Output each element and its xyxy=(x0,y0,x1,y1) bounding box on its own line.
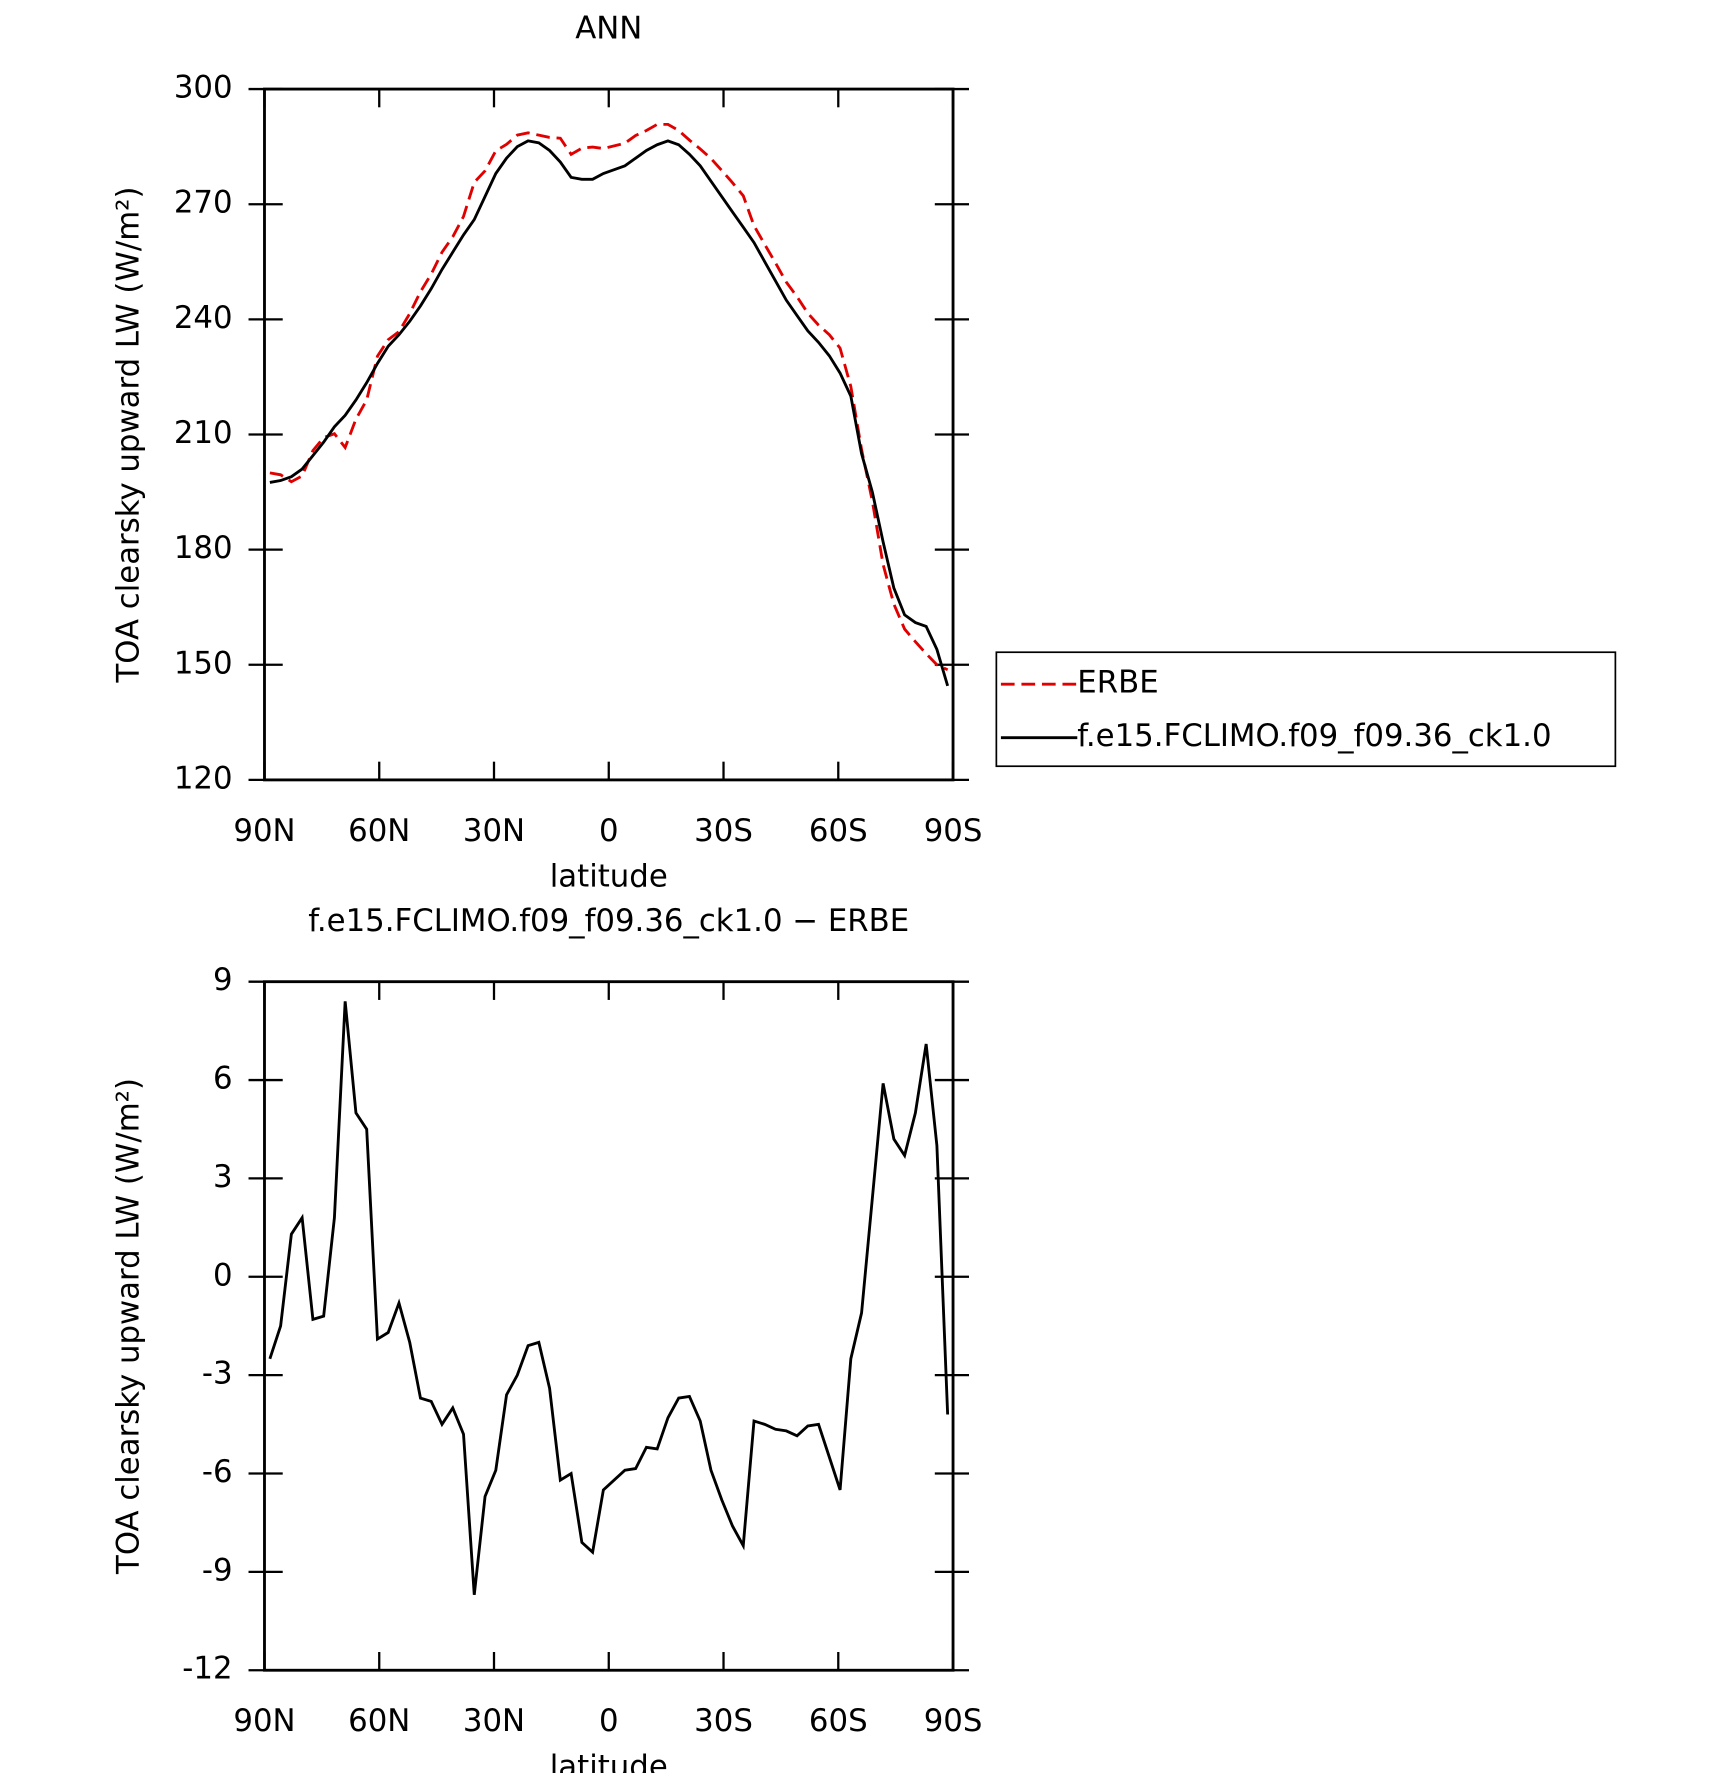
plot-frame xyxy=(263,87,955,782)
x-tick-label: 90N xyxy=(233,813,295,849)
data-line xyxy=(269,122,949,672)
chart-title: ANN xyxy=(575,10,642,46)
x-tick-label: 90S xyxy=(924,1703,983,1739)
x-axis-title: latitude xyxy=(550,1749,668,1773)
y-axis-title: TOA clearsky upward LW (W/m²) xyxy=(110,186,146,683)
y-tick-label: 150 xyxy=(174,645,233,681)
y-tick-label: 270 xyxy=(174,185,233,221)
x-axis-title: latitude xyxy=(550,858,668,894)
x-tick-label: 90N xyxy=(233,1703,295,1739)
plot-frame xyxy=(263,980,955,1672)
y-tick-label: 210 xyxy=(174,415,233,451)
x-tick-label: 60N xyxy=(348,1703,410,1739)
y-tick-label: -9 xyxy=(202,1552,233,1588)
y-tick-label: 6 xyxy=(213,1061,233,1097)
y-tick-label: -12 xyxy=(182,1651,232,1687)
y-axis-title: TOA clearsky upward LW (W/m²) xyxy=(110,1078,146,1575)
data-line xyxy=(268,1001,950,1595)
y-tick-label: -6 xyxy=(202,1454,233,1490)
x-tick-label: 0 xyxy=(599,813,619,849)
legend-label: f.e15.FCLIMO.f09_f09.36_ck1.0 xyxy=(1077,718,1551,754)
x-tick-label: 60S xyxy=(809,813,868,849)
y-tick-label: 120 xyxy=(174,760,233,796)
x-tick-label: 30S xyxy=(694,1703,753,1739)
data-line xyxy=(269,139,950,687)
legend-label: ERBE xyxy=(1077,665,1158,701)
x-tick-label: 90S xyxy=(924,813,983,849)
x-tick-label: 0 xyxy=(599,1703,619,1739)
legend-box xyxy=(995,651,1617,768)
y-tick-label: 0 xyxy=(213,1257,233,1293)
x-tick-label: 30N xyxy=(463,813,525,849)
x-tick-label: 60S xyxy=(809,1703,868,1739)
y-tick-label: 180 xyxy=(174,530,233,566)
x-tick-label: 30N xyxy=(463,1703,525,1739)
y-tick-label: 240 xyxy=(174,300,233,336)
chart-title: f.e15.FCLIMO.f09_f09.36_ck1.0 − ERBE xyxy=(308,903,909,939)
y-tick-label: 3 xyxy=(213,1159,233,1195)
y-tick-label: 300 xyxy=(174,70,233,106)
x-tick-label: 60N xyxy=(348,813,410,849)
y-tick-label: 9 xyxy=(213,962,233,998)
x-tick-label: 30S xyxy=(694,813,753,849)
y-tick-label: -3 xyxy=(202,1356,233,1392)
